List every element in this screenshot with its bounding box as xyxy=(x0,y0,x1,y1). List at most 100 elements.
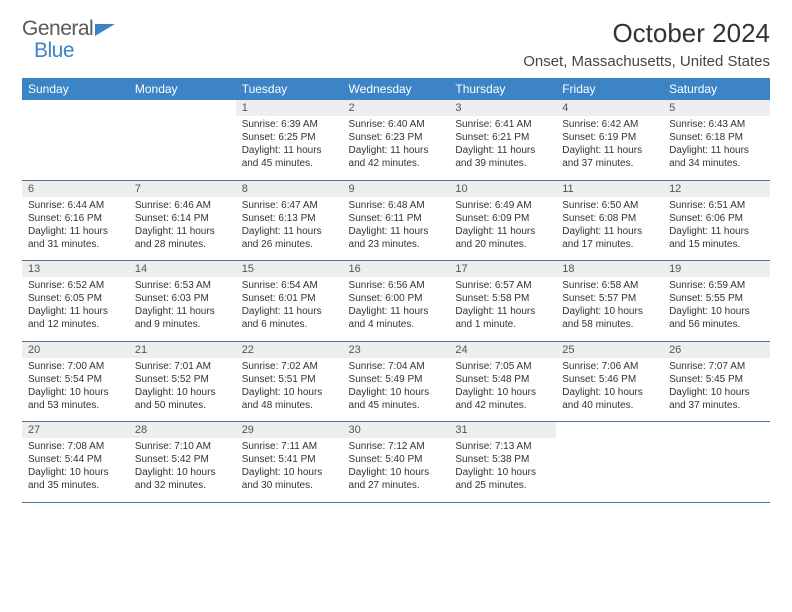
sunrise-text: Sunrise: 6:54 AM xyxy=(242,279,337,292)
sunrise-text: Sunrise: 7:10 AM xyxy=(135,440,230,453)
sunset-text: Sunset: 6:01 PM xyxy=(242,292,337,305)
daylight-text: Daylight: 10 hours and 35 minutes. xyxy=(28,466,123,492)
logo: General Blue xyxy=(22,18,115,62)
sunrise-text: Sunrise: 7:12 AM xyxy=(349,440,444,453)
day-number-cell: 6 xyxy=(22,180,129,197)
sunset-text: Sunset: 5:46 PM xyxy=(562,373,657,386)
sunrise-text: Sunrise: 6:42 AM xyxy=(562,118,657,131)
day-content-cell: Sunrise: 6:57 AMSunset: 5:58 PMDaylight:… xyxy=(449,277,556,341)
day-content-cell: Sunrise: 7:13 AMSunset: 5:38 PMDaylight:… xyxy=(449,438,556,502)
sunset-text: Sunset: 5:51 PM xyxy=(242,373,337,386)
daylight-text: Daylight: 10 hours and 42 minutes. xyxy=(455,386,550,412)
day-number-cell xyxy=(663,422,770,439)
daylight-text: Daylight: 10 hours and 30 minutes. xyxy=(242,466,337,492)
sunrise-text: Sunrise: 6:50 AM xyxy=(562,199,657,212)
calendar-table: SundayMondayTuesdayWednesdayThursdayFrid… xyxy=(22,78,770,503)
daylight-text: Daylight: 11 hours and 15 minutes. xyxy=(669,225,764,251)
sunset-text: Sunset: 6:25 PM xyxy=(242,131,337,144)
sunset-text: Sunset: 5:38 PM xyxy=(455,453,550,466)
day-number-cell: 18 xyxy=(556,261,663,278)
sunrise-text: Sunrise: 6:39 AM xyxy=(242,118,337,131)
daylight-text: Daylight: 10 hours and 58 minutes. xyxy=(562,305,657,331)
daylight-text: Daylight: 10 hours and 53 minutes. xyxy=(28,386,123,412)
week-content-row: Sunrise: 7:08 AMSunset: 5:44 PMDaylight:… xyxy=(22,438,770,502)
day-content-cell: Sunrise: 6:39 AMSunset: 6:25 PMDaylight:… xyxy=(236,116,343,180)
sunrise-text: Sunrise: 7:02 AM xyxy=(242,360,337,373)
sunrise-text: Sunrise: 6:40 AM xyxy=(349,118,444,131)
sunrise-text: Sunrise: 7:11 AM xyxy=(242,440,337,453)
day-header: Wednesday xyxy=(343,78,450,100)
daylight-text: Daylight: 11 hours and 23 minutes. xyxy=(349,225,444,251)
day-content-cell: Sunrise: 6:52 AMSunset: 6:05 PMDaylight:… xyxy=(22,277,129,341)
sunset-text: Sunset: 6:00 PM xyxy=(349,292,444,305)
sunrise-text: Sunrise: 6:52 AM xyxy=(28,279,123,292)
sunset-text: Sunset: 6:14 PM xyxy=(135,212,230,225)
sunset-text: Sunset: 5:58 PM xyxy=(455,292,550,305)
week-daynum-row: 20212223242526 xyxy=(22,341,770,358)
day-number-cell: 25 xyxy=(556,341,663,358)
sunset-text: Sunset: 6:11 PM xyxy=(349,212,444,225)
sunset-text: Sunset: 5:44 PM xyxy=(28,453,123,466)
day-number-cell: 27 xyxy=(22,422,129,439)
sunset-text: Sunset: 6:19 PM xyxy=(562,131,657,144)
sunrise-text: Sunrise: 6:41 AM xyxy=(455,118,550,131)
header-block: General Blue October 2024 Onset, Massach… xyxy=(22,18,770,70)
day-number-cell: 17 xyxy=(449,261,556,278)
day-content-cell: Sunrise: 7:08 AMSunset: 5:44 PMDaylight:… xyxy=(22,438,129,502)
daylight-text: Daylight: 10 hours and 37 minutes. xyxy=(669,386,764,412)
sunrise-text: Sunrise: 7:07 AM xyxy=(669,360,764,373)
logo-triangle-icon xyxy=(95,24,115,36)
daylight-text: Daylight: 11 hours and 9 minutes. xyxy=(135,305,230,331)
sunset-text: Sunset: 5:52 PM xyxy=(135,373,230,386)
day-number-cell: 21 xyxy=(129,341,236,358)
day-content-cell: Sunrise: 7:10 AMSunset: 5:42 PMDaylight:… xyxy=(129,438,236,502)
sunrise-text: Sunrise: 6:53 AM xyxy=(135,279,230,292)
day-content-cell: Sunrise: 6:50 AMSunset: 6:08 PMDaylight:… xyxy=(556,197,663,261)
day-content-cell: Sunrise: 7:07 AMSunset: 5:45 PMDaylight:… xyxy=(663,358,770,422)
day-number-cell: 10 xyxy=(449,180,556,197)
day-number-cell: 31 xyxy=(449,422,556,439)
day-content-cell: Sunrise: 6:56 AMSunset: 6:00 PMDaylight:… xyxy=(343,277,450,341)
day-content-cell: Sunrise: 6:48 AMSunset: 6:11 PMDaylight:… xyxy=(343,197,450,261)
day-number-cell: 26 xyxy=(663,341,770,358)
sunrise-text: Sunrise: 7:05 AM xyxy=(455,360,550,373)
daylight-text: Daylight: 10 hours and 56 minutes. xyxy=(669,305,764,331)
daylight-text: Daylight: 10 hours and 32 minutes. xyxy=(135,466,230,492)
daylight-text: Daylight: 10 hours and 27 minutes. xyxy=(349,466,444,492)
sunset-text: Sunset: 6:05 PM xyxy=(28,292,123,305)
day-number-cell: 15 xyxy=(236,261,343,278)
daylight-text: Daylight: 11 hours and 45 minutes. xyxy=(242,144,337,170)
day-header: Sunday xyxy=(22,78,129,100)
daylight-text: Daylight: 11 hours and 34 minutes. xyxy=(669,144,764,170)
daylight-text: Daylight: 11 hours and 1 minute. xyxy=(455,305,550,331)
day-content-cell: Sunrise: 6:54 AMSunset: 6:01 PMDaylight:… xyxy=(236,277,343,341)
sunset-text: Sunset: 6:08 PM xyxy=(562,212,657,225)
day-number-cell: 12 xyxy=(663,180,770,197)
location-text: Onset, Massachusetts, United States xyxy=(523,53,770,70)
day-number-cell: 16 xyxy=(343,261,450,278)
week-daynum-row: 6789101112 xyxy=(22,180,770,197)
sunset-text: Sunset: 5:40 PM xyxy=(349,453,444,466)
day-header: Tuesday xyxy=(236,78,343,100)
day-number-cell: 4 xyxy=(556,100,663,116)
sunrise-text: Sunrise: 6:58 AM xyxy=(562,279,657,292)
day-content-cell xyxy=(129,116,236,180)
day-content-cell: Sunrise: 6:43 AMSunset: 6:18 PMDaylight:… xyxy=(663,116,770,180)
day-content-cell: Sunrise: 6:40 AMSunset: 6:23 PMDaylight:… xyxy=(343,116,450,180)
week-daynum-row: 2728293031 xyxy=(22,422,770,439)
daylight-text: Daylight: 11 hours and 42 minutes. xyxy=(349,144,444,170)
day-content-cell xyxy=(663,438,770,502)
sunset-text: Sunset: 6:18 PM xyxy=(669,131,764,144)
sunrise-text: Sunrise: 6:56 AM xyxy=(349,279,444,292)
day-number-cell: 28 xyxy=(129,422,236,439)
day-content-cell: Sunrise: 6:42 AMSunset: 6:19 PMDaylight:… xyxy=(556,116,663,180)
day-number-cell: 24 xyxy=(449,341,556,358)
sunrise-text: Sunrise: 6:47 AM xyxy=(242,199,337,212)
day-number-cell: 7 xyxy=(129,180,236,197)
sunrise-text: Sunrise: 6:43 AM xyxy=(669,118,764,131)
sunset-text: Sunset: 5:49 PM xyxy=(349,373,444,386)
sunset-text: Sunset: 5:45 PM xyxy=(669,373,764,386)
daylight-text: Daylight: 11 hours and 12 minutes. xyxy=(28,305,123,331)
daylight-text: Daylight: 11 hours and 17 minutes. xyxy=(562,225,657,251)
day-number-cell: 29 xyxy=(236,422,343,439)
